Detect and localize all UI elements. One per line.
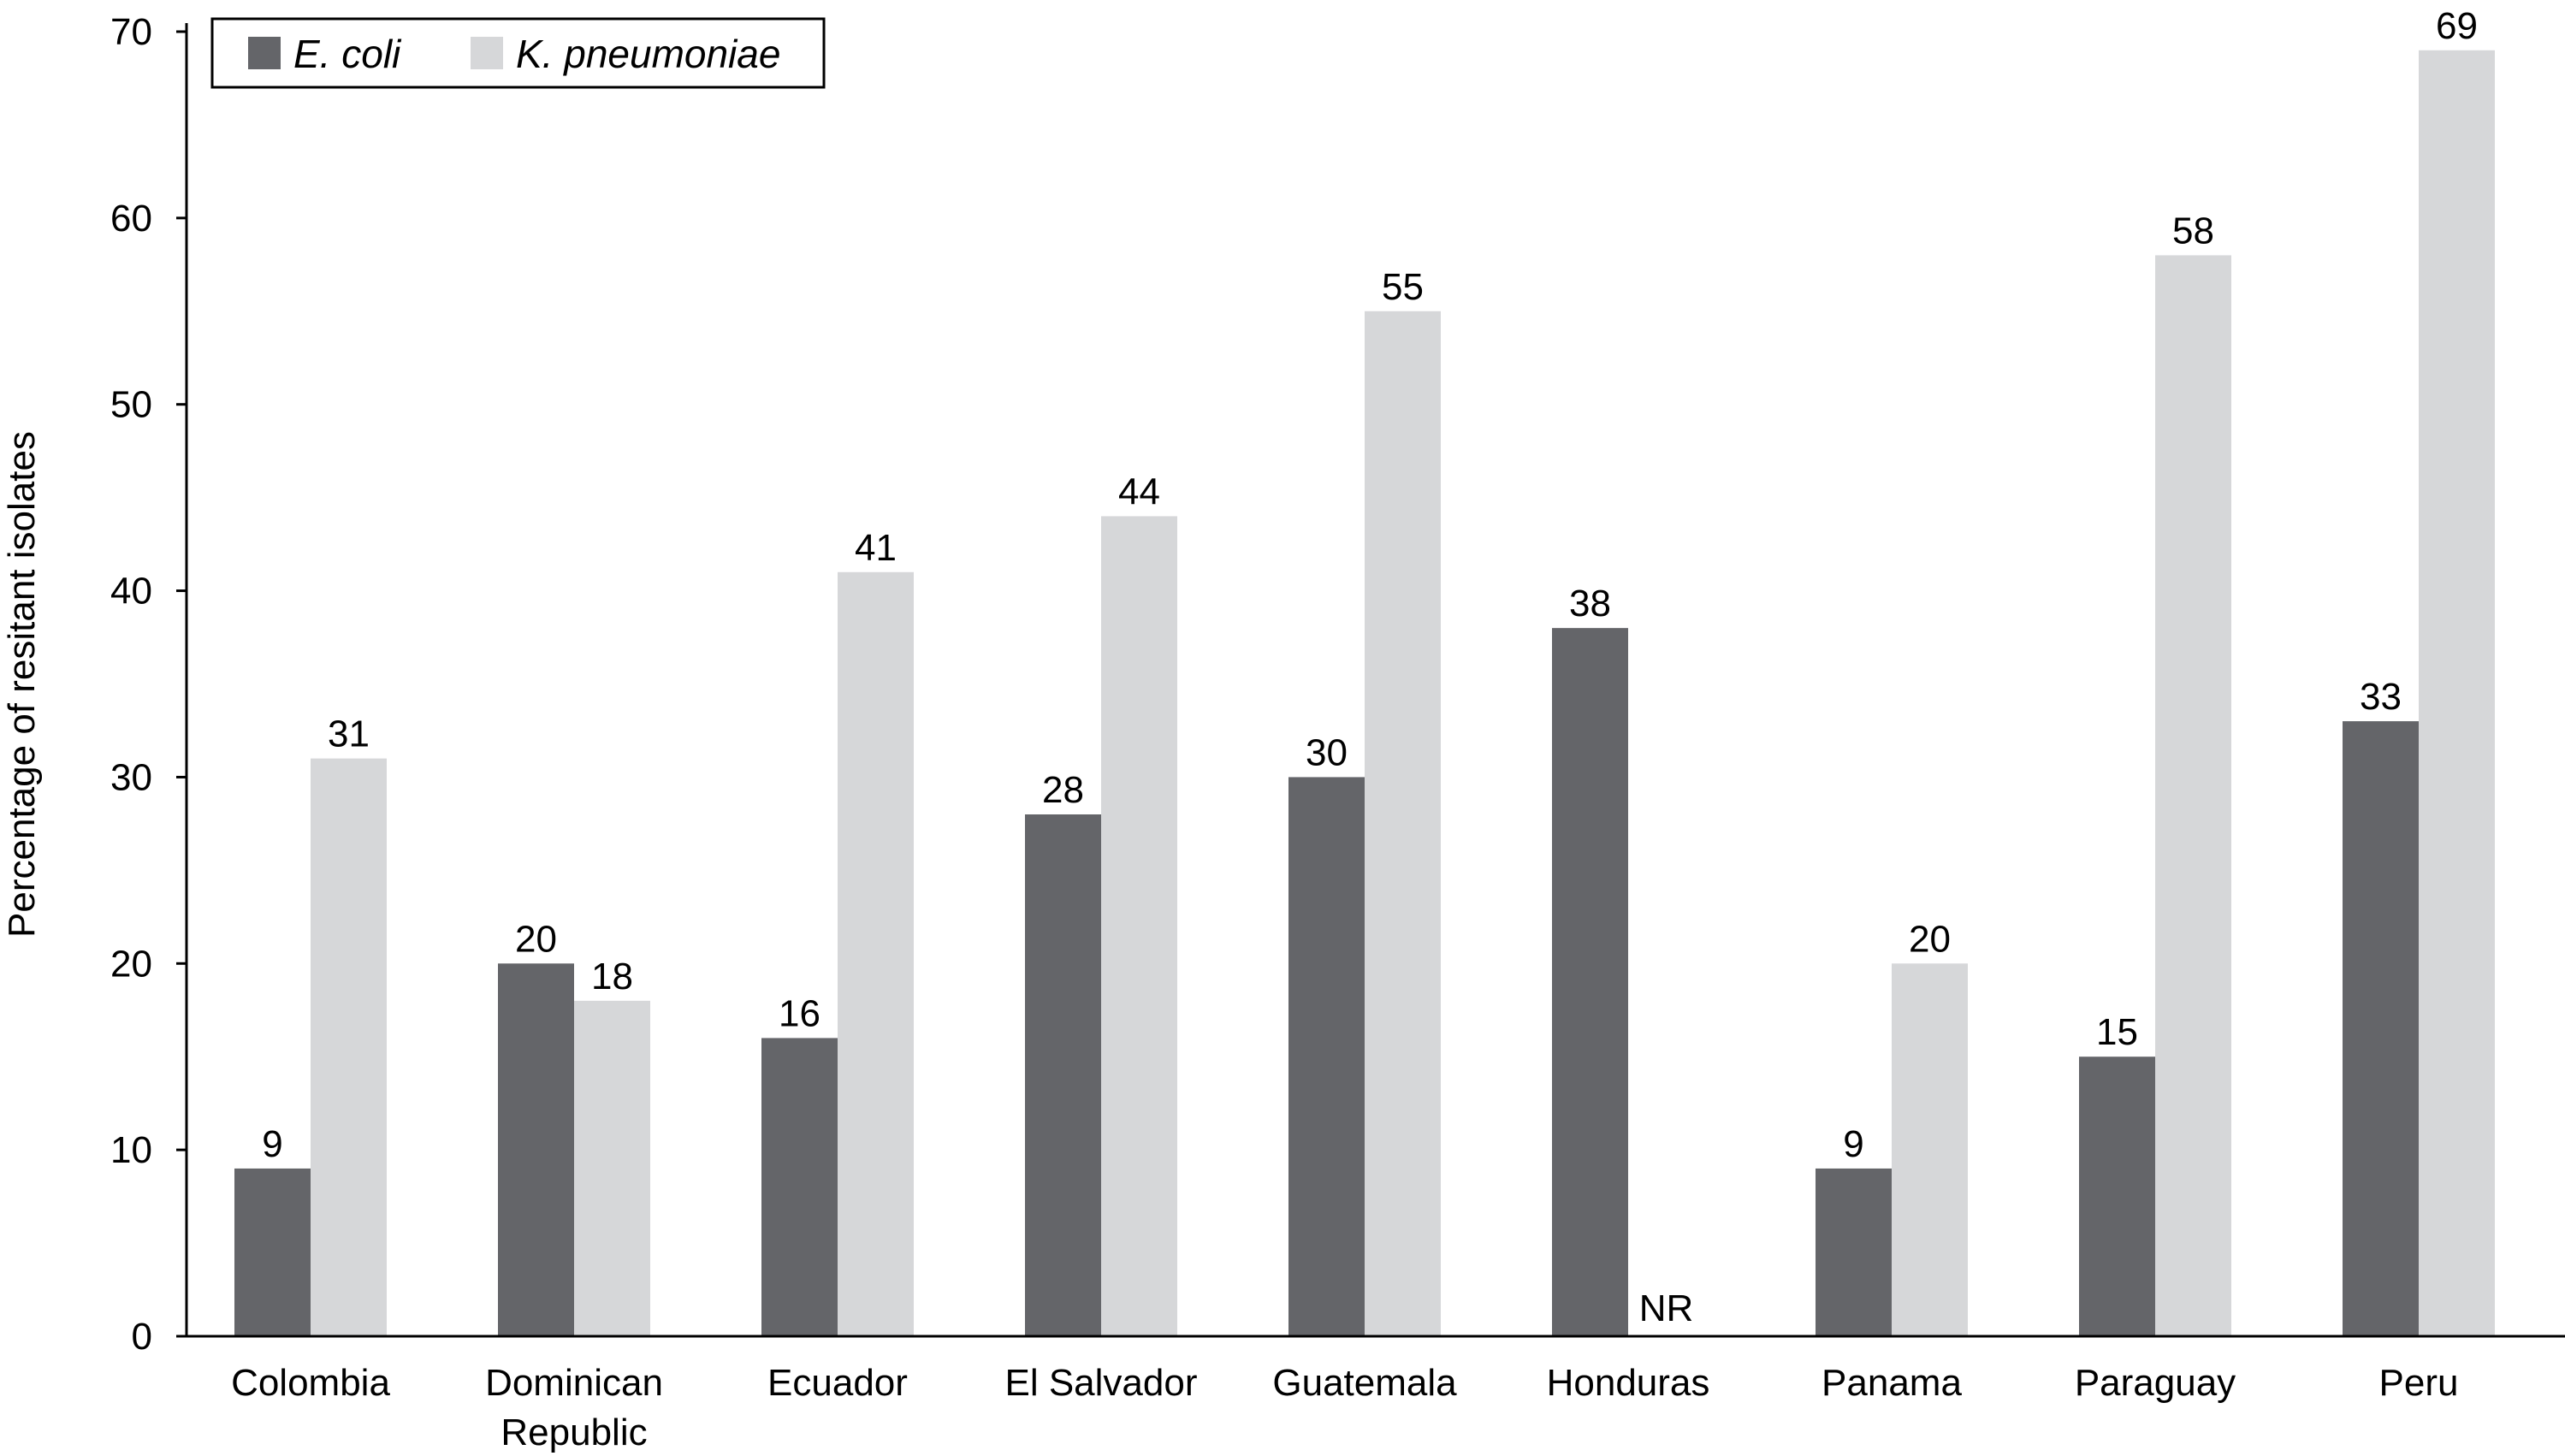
data-label: 28 <box>1042 769 1084 811</box>
bar-e-coli <box>1025 814 1101 1336</box>
y-axis-title: Percentage of resitant isolates <box>1 431 43 938</box>
data-label: 15 <box>2096 1011 2138 1053</box>
bar-e-coli <box>1552 628 1628 1336</box>
bar-k-pneumoniae <box>2419 50 2495 1336</box>
x-category-label: Peru <box>2379 1362 2459 1404</box>
bar-k-pneumoniae <box>1365 311 1441 1337</box>
data-label: 30 <box>1306 731 1348 773</box>
data-label: 31 <box>328 713 370 755</box>
legend-label-e-coli: E. coli <box>293 32 402 76</box>
bar-k-pneumoniae <box>1892 963 1968 1336</box>
y-tick-label: 0 <box>132 1316 152 1358</box>
data-label: 18 <box>591 956 633 997</box>
data-label: 69 <box>2436 5 2478 47</box>
data-label: 58 <box>2172 210 2214 252</box>
x-category-label: Paraguay <box>2075 1362 2236 1404</box>
y-tick-label: 10 <box>110 1129 152 1171</box>
y-tick-label: 70 <box>110 11 152 53</box>
data-label-not-reported: NR <box>1639 1287 1694 1329</box>
y-tick-label: 60 <box>110 198 152 240</box>
data-labels-layer: 9 31 20 18 16 41 28 44 30 55 38 NR 9 20 15 58 33 69 <box>262 5 2478 1329</box>
data-label: 44 <box>1118 471 1160 512</box>
x-category-label: Republic <box>501 1412 647 1453</box>
x-category-label: El Salvador <box>1004 1362 1197 1404</box>
bar-k-pneumoniae <box>311 758 387 1336</box>
data-label: 41 <box>855 527 897 569</box>
data-label: 9 <box>262 1123 282 1165</box>
x-category-label: Ecuador <box>767 1362 908 1404</box>
legend-label-k-pneumoniae: K. pneumoniae <box>516 32 780 76</box>
y-tick-label: 30 <box>110 756 152 798</box>
x-category-label: Honduras <box>1547 1362 1710 1404</box>
data-label: 33 <box>2360 676 2402 718</box>
bar-e-coli <box>234 1168 311 1336</box>
data-label: 20 <box>515 918 557 960</box>
legend-swatch-e-coli <box>248 37 281 69</box>
y-tick-label: 40 <box>110 571 152 613</box>
bar-e-coli <box>2343 721 2419 1336</box>
bars-layer <box>234 50 2495 1337</box>
x-axis: Colombia Dominican Republic Ecuador El Salva… <box>187 1335 2565 1453</box>
x-category-label: Panama <box>1822 1362 1962 1404</box>
bar-k-pneumoniae <box>1101 516 1177 1336</box>
x-category-label: Dominican <box>485 1362 663 1404</box>
legend-swatch-k-pneumoniae <box>471 37 503 69</box>
legend-box <box>210 17 826 89</box>
bar-k-pneumoniae <box>2155 255 2231 1336</box>
data-label: 55 <box>1382 266 1424 308</box>
bar-k-pneumoniae <box>574 1000 650 1336</box>
bar-e-coli <box>1816 1168 1892 1336</box>
data-label: 20 <box>1909 918 1951 960</box>
data-label: 38 <box>1569 583 1611 624</box>
x-category-label: Guatemala <box>1272 1362 1457 1404</box>
bar-e-coli <box>498 963 574 1336</box>
legend: E. coli K. pneumoniae <box>210 17 826 89</box>
bar-e-coli <box>2079 1056 2155 1336</box>
y-axis: 0 10 20 30 40 50 60 70 <box>110 11 188 1358</box>
data-label: 16 <box>779 992 820 1034</box>
y-tick-label: 50 <box>110 384 152 426</box>
y-tick-label: 20 <box>110 943 152 985</box>
data-label: 9 <box>1843 1123 1863 1165</box>
x-category-label: Colombia <box>231 1362 390 1404</box>
bar-e-coli <box>761 1038 838 1336</box>
bar-k-pneumoniae <box>838 571 914 1336</box>
bar-e-coli <box>1288 777 1365 1336</box>
